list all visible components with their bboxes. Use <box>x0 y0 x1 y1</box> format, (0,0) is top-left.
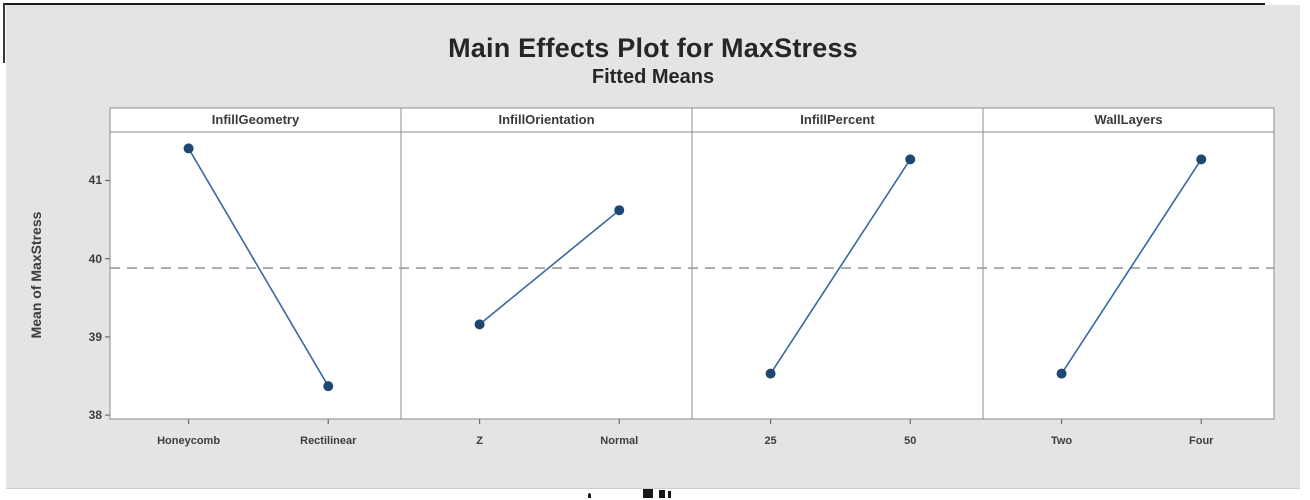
series-line <box>479 209 620 325</box>
panel-header-box <box>109 107 402 133</box>
panel-header-infillpercent: InfillPercent <box>800 112 875 127</box>
x-category-label: Honeycomb <box>157 435 221 447</box>
data-point <box>323 381 334 392</box>
y-tick-label: 38 <box>88 408 102 423</box>
data-point <box>183 143 194 154</box>
main-effects-plot-svg <box>105 107 1275 424</box>
cropped-caption-fragment <box>588 493 591 498</box>
x-category-label: 50 <box>904 435 917 447</box>
panel-plot-box <box>109 131 402 420</box>
panel-plot-box <box>982 131 1275 420</box>
panel-plot-box <box>400 131 693 420</box>
data-point <box>1056 368 1067 379</box>
chart-title: Main Effects Plot for MaxStress <box>448 33 858 63</box>
panel-header-infillorientation: InfillOrientation <box>498 112 595 127</box>
x-category-label: Rectilinear <box>300 435 357 447</box>
cropped-caption-fragment <box>659 490 665 498</box>
x-category-label: Z <box>476 435 483 447</box>
data-point <box>474 319 485 330</box>
data-point <box>905 154 916 165</box>
panel-header-walllayers: WallLayers <box>1094 112 1163 127</box>
window-left-border <box>3 3 5 63</box>
x-category-label: 25 <box>764 435 777 447</box>
cropped-caption-fragment <box>643 489 653 498</box>
cropped-caption-fragment <box>668 491 671 498</box>
y-tick-label: 41 <box>88 173 102 188</box>
x-category-label: Four <box>1189 435 1214 447</box>
series-line <box>1060 158 1202 375</box>
y-tick-label: 39 <box>88 329 102 344</box>
window-top-border <box>4 3 1265 5</box>
data-point <box>614 205 625 216</box>
chart-subtitle: Fitted Means <box>591 66 715 88</box>
series-line <box>769 158 911 375</box>
y-tick-label: 40 <box>88 251 102 266</box>
panel-plot-box <box>691 131 984 420</box>
data-point <box>765 368 776 379</box>
x-category-label: Two <box>1050 435 1073 447</box>
main-effects-plot-figure: Main Effects Plot for MaxStress Fitted M… <box>6 5 1300 489</box>
x-category-label: Normal <box>600 435 639 447</box>
panel-header-infillgeometry: InfillGeometry <box>211 112 300 127</box>
data-point <box>1196 154 1207 165</box>
y-axis-label: Mean of MaxStress <box>28 211 44 339</box>
series-line <box>187 148 329 387</box>
